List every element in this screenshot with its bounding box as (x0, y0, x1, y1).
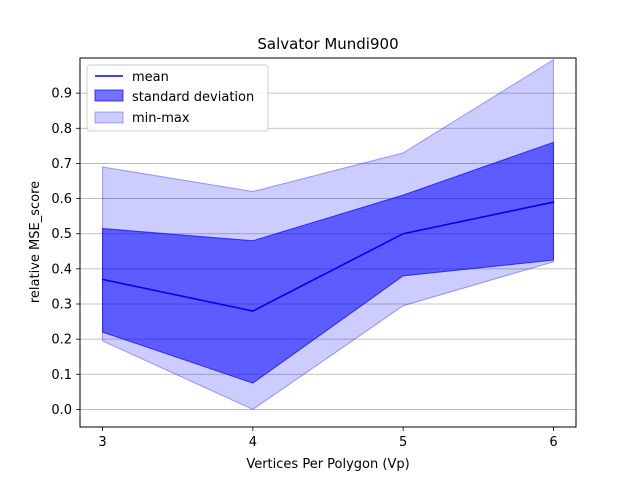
legend-label-mean: mean (132, 70, 169, 85)
y-tick-label-4: 0.4 (51, 262, 72, 277)
chart-title: Salvator Mundi900 (257, 35, 398, 53)
lines (101, 201, 555, 312)
y-axis-label: relative MSE_score (28, 181, 43, 303)
x-axis-label: Vertices Per Polygon (Vp) (246, 457, 409, 472)
x-tick-label-0: 3 (98, 435, 106, 450)
x-tick-label-1: 4 (249, 435, 257, 450)
ticks: 0.0 0.1 0.2 0.3 0.4 0.5 0.6 0.7 0.8 0.9 3 4 5 6 (51, 87, 557, 450)
y-tick-label-9: 0.9 (51, 87, 72, 102)
y-tick-label-8: 0.8 (51, 122, 72, 137)
y-tick-label-5: 0.5 (51, 227, 72, 242)
legend-label-std: standard deviation (132, 90, 254, 105)
bands (102, 58, 554, 411)
x-tick-label-3: 6 (549, 435, 557, 450)
x-tick-label-2: 5 (399, 435, 407, 450)
series-point-mean-0 (101, 278, 104, 281)
legend-box (86, 64, 269, 132)
series-point-mean-3 (552, 201, 555, 203)
series-line-mean (102, 201, 554, 312)
legend-swatch-minmax (94, 111, 124, 124)
y-tick-label-7: 0.7 (51, 157, 72, 172)
legend-label-minmax: min-max (132, 111, 190, 126)
y-tick-label-1: 0.1 (51, 368, 72, 383)
y-tick-label-6: 0.6 (51, 192, 72, 207)
series-point-mean-1 (252, 310, 254, 312)
series-point-mean-2 (402, 232, 404, 235)
plot-frame (79, 57, 577, 428)
band-standard-deviation (102, 141, 554, 384)
y-tick-label-0: 0.0 (51, 403, 72, 418)
y-tick-label-3: 0.3 (51, 298, 72, 313)
legend-swatch-std (94, 89, 124, 102)
y-tick-label-2: 0.2 (51, 333, 72, 348)
legend: mean standard deviation min-max (86, 64, 269, 132)
